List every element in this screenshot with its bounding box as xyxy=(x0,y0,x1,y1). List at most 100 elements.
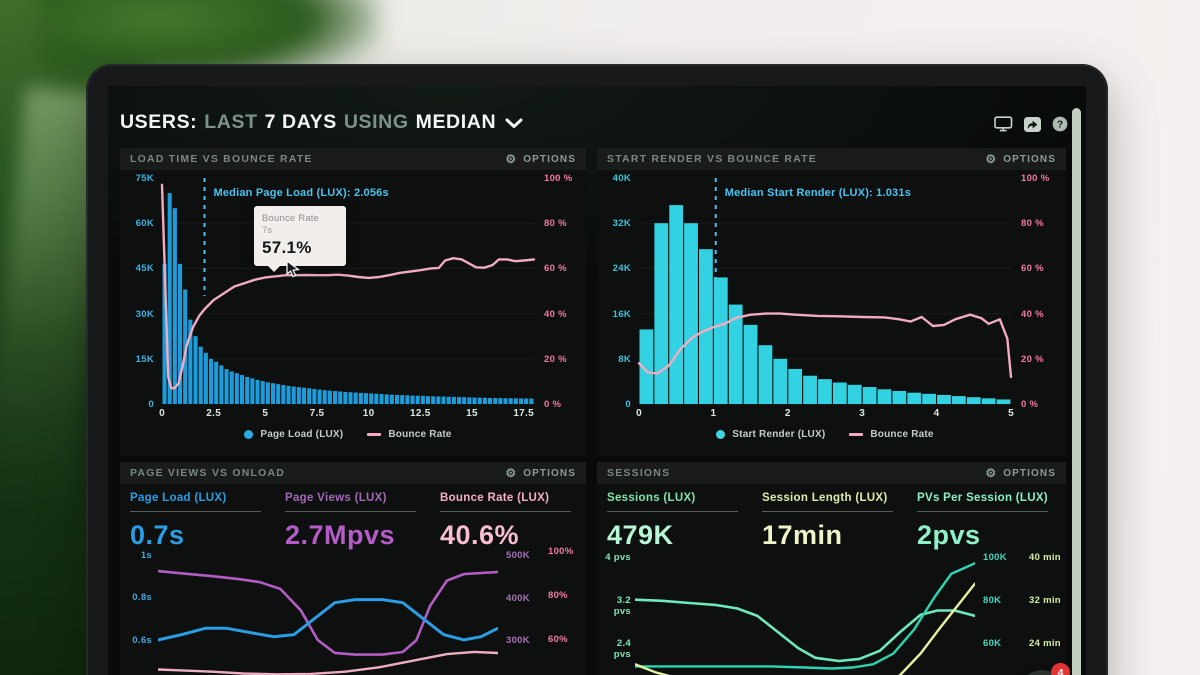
bar[interactable] xyxy=(529,398,534,404)
options-button[interactable]: ⚙ OPTIONS xyxy=(985,467,1056,479)
bar[interactable] xyxy=(214,361,219,404)
bar[interactable] xyxy=(743,324,758,404)
bar[interactable] xyxy=(937,394,951,404)
bar[interactable] xyxy=(462,397,467,404)
bar[interactable] xyxy=(229,371,234,404)
bar[interactable] xyxy=(302,387,307,404)
bar[interactable] xyxy=(343,391,348,404)
bar[interactable] xyxy=(384,394,389,404)
bar[interactable] xyxy=(395,394,400,404)
bar[interactable] xyxy=(317,389,322,404)
bar[interactable] xyxy=(255,379,260,404)
bar[interactable] xyxy=(467,397,472,404)
bar[interactable] xyxy=(358,392,363,404)
bar[interactable] xyxy=(488,397,493,404)
bar[interactable] xyxy=(400,395,405,404)
bar[interactable] xyxy=(374,393,379,404)
bar[interactable] xyxy=(291,386,296,404)
bar[interactable] xyxy=(877,389,892,404)
bar[interactable] xyxy=(513,398,518,404)
bar[interactable] xyxy=(209,358,214,404)
bar[interactable] xyxy=(296,387,301,404)
bar[interactable] xyxy=(996,399,1011,404)
bar[interactable] xyxy=(281,385,286,404)
bar[interactable] xyxy=(436,396,441,404)
bar[interactable] xyxy=(818,379,832,404)
bar[interactable] xyxy=(639,329,654,404)
bar[interactable] xyxy=(477,397,482,404)
bar[interactable] xyxy=(981,398,996,404)
bar[interactable] xyxy=(240,375,245,404)
options-button[interactable]: ⚙ OPTIONS xyxy=(505,467,576,479)
bar[interactable] xyxy=(446,396,451,404)
bar[interactable] xyxy=(312,388,317,404)
bar[interactable] xyxy=(219,365,224,404)
bar[interactable] xyxy=(276,384,281,404)
bar[interactable] xyxy=(524,398,529,404)
bar[interactable] xyxy=(271,383,276,404)
bar[interactable] xyxy=(788,368,803,404)
bar[interactable] xyxy=(508,398,513,404)
bar[interactable] xyxy=(441,396,446,404)
bar[interactable] xyxy=(803,375,817,404)
bar[interactable] xyxy=(892,391,907,404)
bar[interactable] xyxy=(348,392,353,404)
scrollbar[interactable] xyxy=(1072,108,1081,675)
bar[interactable] xyxy=(451,396,456,404)
bar[interactable] xyxy=(178,263,183,404)
share-icon[interactable] xyxy=(1024,116,1041,132)
chat-widget-button[interactable]: 4 xyxy=(1018,663,1070,675)
bar[interactable] xyxy=(250,378,255,404)
display-icon[interactable] xyxy=(994,116,1013,132)
bar[interactable] xyxy=(224,369,229,404)
bar[interactable] xyxy=(193,336,198,404)
bar[interactable] xyxy=(338,391,343,404)
bar[interactable] xyxy=(322,390,327,404)
bar[interactable] xyxy=(389,394,394,404)
bar[interactable] xyxy=(951,396,966,404)
bar[interactable] xyxy=(832,382,847,404)
bar[interactable] xyxy=(493,398,498,404)
bar[interactable] xyxy=(410,395,415,404)
bar[interactable] xyxy=(684,223,698,404)
bar[interactable] xyxy=(482,397,487,404)
bar[interactable] xyxy=(379,394,384,404)
bar[interactable] xyxy=(172,208,177,404)
bar[interactable] xyxy=(966,397,981,404)
chevron-down-icon[interactable] xyxy=(505,118,523,129)
bar[interactable] xyxy=(167,193,172,404)
bar[interactable] xyxy=(307,388,312,404)
bar[interactable] xyxy=(333,391,338,404)
bar[interactable] xyxy=(847,384,862,404)
bar[interactable] xyxy=(364,393,369,404)
bar[interactable] xyxy=(234,373,239,404)
bar[interactable] xyxy=(260,381,265,404)
bar[interactable] xyxy=(353,392,358,404)
bar[interactable] xyxy=(405,395,410,404)
bar[interactable] xyxy=(415,395,420,404)
bar[interactable] xyxy=(862,387,877,404)
bar[interactable] xyxy=(922,393,936,404)
bar[interactable] xyxy=(183,289,188,404)
bar[interactable] xyxy=(728,304,743,404)
bar[interactable] xyxy=(245,376,250,404)
bar[interactable] xyxy=(503,398,508,404)
bar[interactable] xyxy=(198,346,203,404)
bar[interactable] xyxy=(431,396,436,404)
bar[interactable] xyxy=(286,385,291,404)
bar[interactable] xyxy=(203,352,208,404)
bar[interactable] xyxy=(519,398,524,404)
bar[interactable] xyxy=(420,395,425,404)
bar[interactable] xyxy=(426,396,431,404)
help-icon[interactable]: ? xyxy=(1052,116,1068,132)
bar[interactable] xyxy=(758,345,773,404)
bar[interactable] xyxy=(369,393,374,404)
bar[interactable] xyxy=(654,223,669,404)
bar[interactable] xyxy=(699,249,713,404)
bar[interactable] xyxy=(457,397,462,404)
bar[interactable] xyxy=(472,397,477,404)
bar[interactable] xyxy=(188,319,193,404)
bar[interactable] xyxy=(498,398,503,404)
bar[interactable] xyxy=(327,390,332,404)
bar[interactable] xyxy=(162,263,167,404)
